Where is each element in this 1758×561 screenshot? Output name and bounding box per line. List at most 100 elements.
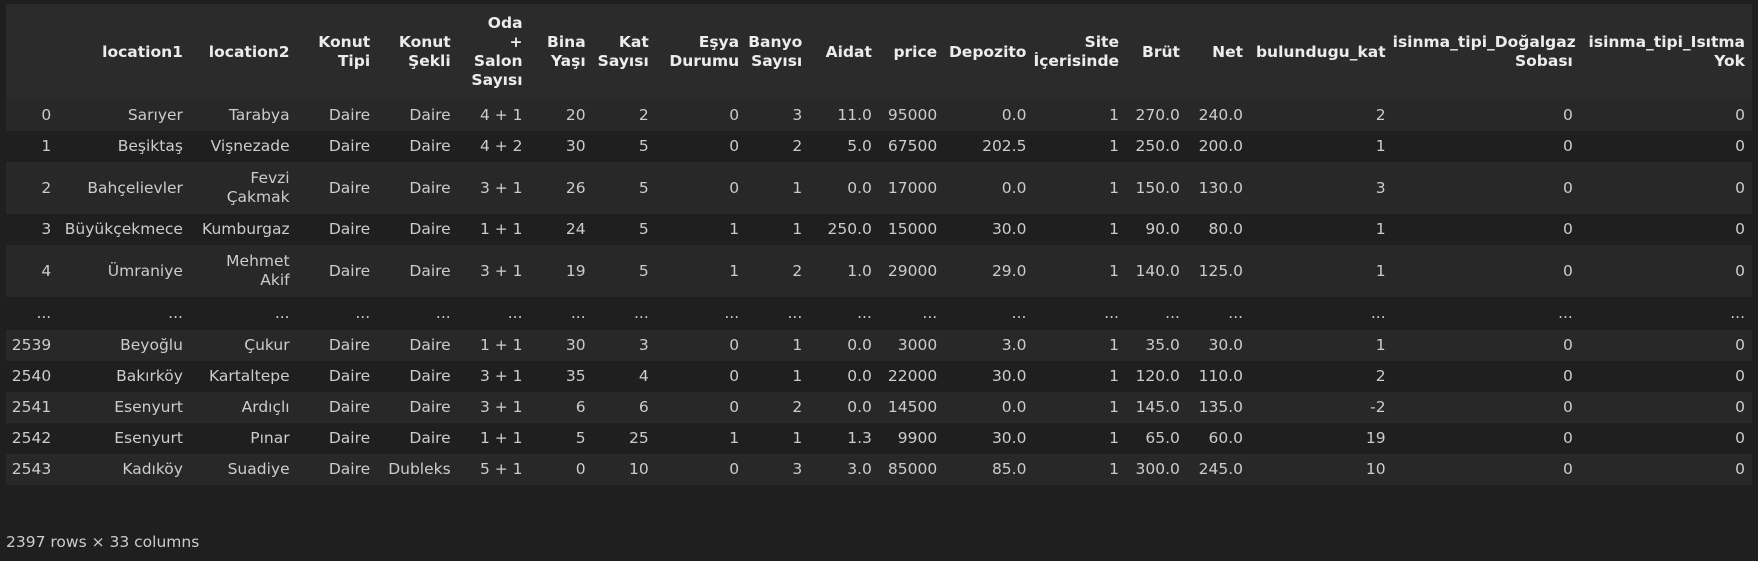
table-cell: ... [1033,297,1126,330]
column-header: bulundugu_kat [1250,4,1393,100]
table-cell: 270.0 [1125,100,1187,131]
table-cell: Daire [377,214,458,245]
table-cell: Suadiye [189,454,297,485]
column-header: Depozito [944,4,1034,100]
table-cell: 1 [746,162,810,214]
table-row: 0 Sarıyer Tarabya Daire Daire 4 + 1 20 2 0 3 11.0 9… [6,100,1752,131]
table-cell: Daire [377,392,458,423]
table-cell: 3 + 1 [457,361,530,392]
table-cell: 1 [655,214,747,245]
table-cell: 29.0 [944,245,1034,297]
table-cell: Daire [296,330,378,361]
table-row: 1 Beşiktaş Vişnezade Daire Daire 4 + 2 30 5 0 2 5.… [6,131,1752,162]
dataframe-shape-label: 2397 rows × 33 columns [6,533,200,551]
table-cell: 85.0 [944,454,1034,485]
table-cell: 0.0 [809,361,879,392]
table-cell: 1 + 1 [457,330,530,361]
table-cell: Daire [377,100,458,131]
table-cell: ... [1392,297,1580,330]
table-cell: 5 [529,423,593,454]
table-cell: Kumburgaz [189,214,297,245]
table-cell: ... [529,297,593,330]
table-cell: 2 [592,100,656,131]
table-cell: 0 [1579,131,1752,162]
table-cell: 1 + 1 [457,423,530,454]
column-header: isinma_tipi_Doğalgaz Sobası [1392,4,1580,100]
table-cell: 2 [746,245,810,297]
table-cell: 1 [1033,245,1126,297]
table-cell: 1 [1033,214,1126,245]
table-cell: 3.0 [944,330,1034,361]
table-cell: ... [1186,297,1251,330]
table-cell: Beyoğlu [58,330,190,361]
table-cell: 5 [592,162,656,214]
table-cell: 4 + 2 [457,131,530,162]
table-cell: Kartaltepe [189,361,297,392]
table-cell: 10 [1250,454,1393,485]
dataframe-table: location1 location2 Konut Tipi Konut Şekli O… [6,4,1752,485]
table-row: 2543 Kadıköy Suadiye Daire Dubleks 5 + 1 0 10 0 3… [6,454,1752,485]
table-cell: 0.0 [809,330,879,361]
table-row: 2540 Bakırköy Kartaltepe Daire Daire 3 + 1 35 4… [6,361,1752,392]
table-cell: 0 [1579,100,1752,131]
table-cell: 1 [1033,131,1126,162]
table-cell: 0 [1579,214,1752,245]
table-cell: 1 [746,361,810,392]
table-cell: 3 + 1 [457,162,530,214]
table-cell: Beşiktaş [58,131,190,162]
table-cell: 5 [592,214,656,245]
table-cell: 0 [1392,330,1580,361]
table-cell: 0 [529,454,593,485]
table-cell: 2 [746,392,810,423]
table-cell: 6 [529,392,593,423]
table-cell: 1 [1033,330,1126,361]
table-cell: 5 + 1 [457,454,530,485]
column-header: Bina Yaşı [529,4,593,100]
table-cell: 0 [1392,100,1580,131]
row-index: 0 [6,100,59,131]
table-cell: 19 [529,245,593,297]
table-cell: 0 [1392,423,1580,454]
table-cell: 0.0 [944,100,1034,131]
table-cell: Daire [377,131,458,162]
table-cell: ... [377,297,458,330]
table-cell: Pınar [189,423,297,454]
table-cell: 125.0 [1186,245,1251,297]
table-cell: 4 + 1 [457,100,530,131]
column-header: Banyo Sayısı [746,4,810,100]
table-cell: Esenyurt [58,392,190,423]
table-cell: 0.0 [809,392,879,423]
table-cell: Daire [296,454,378,485]
table-cell: 5 [592,131,656,162]
table-cell: Ümraniye [58,245,190,297]
table-cell: 30 [529,330,593,361]
table-cell: Daire [296,214,378,245]
column-header: Kat Sayısı [592,4,656,100]
table-cell: Daire [296,131,378,162]
table-cell: 24 [529,214,593,245]
column-header: Eşya Durumu [655,4,747,100]
table-cell: 1 [1033,423,1126,454]
table-cell: 0 [655,454,747,485]
table-row: 2 Bahçelievler Fevzi Çakmak Daire Daire 3 + 1… [6,162,1752,214]
table-cell: ... [878,297,945,330]
table-cell: 202.5 [944,131,1034,162]
table-cell: 145.0 [1125,392,1187,423]
table-cell: 3 + 1 [457,392,530,423]
table-cell: 29000 [878,245,945,297]
table-cell: 0 [1392,361,1580,392]
table-cell: 0 [1392,162,1580,214]
table-cell: Daire [296,162,378,214]
table-cell: 0 [655,162,747,214]
table-row: 4 Ümraniye Mehmet Akif Daire Daire 3 + 1 19 5 1 2… [6,245,1752,297]
table-cell: 240.0 [1186,100,1251,131]
table-cell: 1 [746,214,810,245]
table-cell: Daire [377,162,458,214]
table-header: location1 location2 Konut Tipi Konut Şekli O… [6,4,1752,100]
table-cell: 11.0 [809,100,879,131]
table-cell: 0 [655,330,747,361]
table-cell: 3 [1250,162,1393,214]
table-cell: 25 [592,423,656,454]
table-cell: 300.0 [1125,454,1187,485]
table-cell: 0 [1579,423,1752,454]
